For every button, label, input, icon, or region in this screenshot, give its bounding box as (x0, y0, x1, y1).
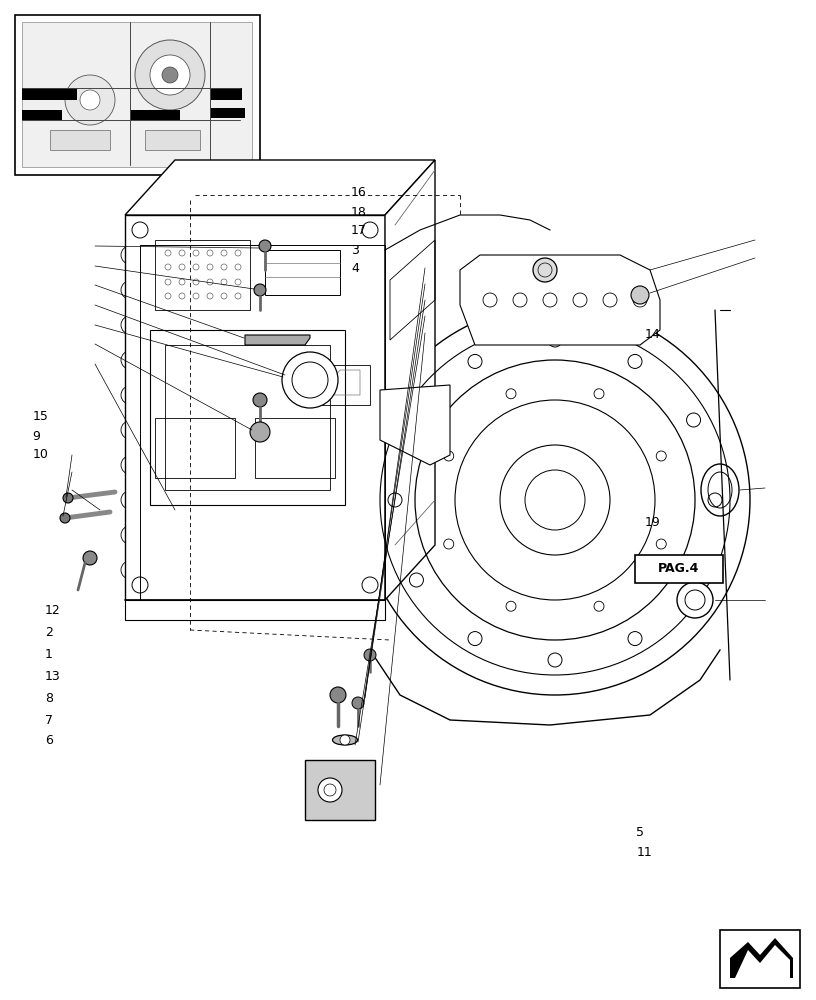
Text: 13: 13 (45, 670, 60, 682)
Bar (255, 418, 335, 478)
Circle shape (318, 778, 342, 802)
Text: 5: 5 (636, 826, 645, 838)
Polygon shape (460, 255, 660, 345)
Circle shape (80, 90, 100, 110)
Text: 10: 10 (33, 448, 48, 462)
Bar (145, 130, 200, 150)
Bar (305, 760, 375, 820)
Circle shape (60, 513, 70, 523)
Circle shape (533, 258, 557, 282)
Text: 9: 9 (33, 430, 41, 442)
Text: 17: 17 (351, 225, 366, 237)
Circle shape (63, 493, 73, 503)
Polygon shape (735, 945, 790, 978)
Ellipse shape (701, 464, 739, 516)
Polygon shape (125, 600, 385, 620)
Text: 2: 2 (45, 626, 53, 640)
Polygon shape (380, 385, 450, 465)
Text: 1: 1 (45, 648, 53, 662)
Text: 14: 14 (645, 328, 660, 342)
Text: 15: 15 (33, 410, 48, 424)
Bar (130, 110, 180, 120)
Circle shape (282, 352, 338, 408)
Text: 8: 8 (45, 692, 53, 704)
Circle shape (65, 75, 115, 125)
Text: 12: 12 (45, 603, 60, 616)
Bar (155, 240, 250, 310)
Circle shape (330, 687, 346, 703)
Circle shape (259, 240, 271, 252)
Ellipse shape (332, 735, 357, 745)
Polygon shape (385, 160, 435, 600)
Circle shape (340, 735, 350, 745)
Text: 7: 7 (45, 714, 53, 726)
Text: 19: 19 (645, 516, 660, 528)
Text: 11: 11 (636, 846, 652, 858)
Circle shape (162, 67, 178, 83)
Circle shape (364, 649, 376, 661)
Circle shape (631, 286, 649, 304)
Text: PAG.4: PAG.4 (659, 562, 699, 576)
Circle shape (250, 422, 270, 442)
Bar (22, 22, 252, 167)
Circle shape (352, 697, 364, 709)
Bar (140, 245, 385, 600)
Bar (150, 330, 345, 505)
Bar (15, 15, 260, 175)
Bar (22, 110, 62, 120)
Circle shape (83, 551, 97, 565)
Bar (265, 250, 340, 295)
Text: 3: 3 (351, 243, 359, 256)
Circle shape (253, 393, 267, 407)
Polygon shape (125, 215, 385, 600)
Circle shape (135, 40, 205, 110)
Bar (210, 108, 245, 118)
Polygon shape (730, 938, 793, 978)
Text: 6: 6 (45, 734, 53, 746)
Ellipse shape (251, 311, 269, 319)
Polygon shape (245, 335, 310, 345)
Text: 18: 18 (351, 206, 366, 219)
Bar (635, 555, 723, 583)
Bar (315, 365, 370, 405)
Polygon shape (125, 160, 435, 215)
Text: 4: 4 (351, 261, 359, 274)
Circle shape (150, 55, 190, 95)
Ellipse shape (367, 420, 413, 480)
Text: 16: 16 (351, 186, 366, 200)
Bar (720, 930, 800, 988)
Circle shape (254, 284, 266, 296)
Bar (22, 88, 77, 100)
Bar (210, 88, 242, 100)
Bar (155, 418, 235, 478)
Bar (165, 345, 330, 490)
Bar (50, 130, 110, 150)
Circle shape (677, 582, 713, 618)
Circle shape (360, 305, 750, 695)
